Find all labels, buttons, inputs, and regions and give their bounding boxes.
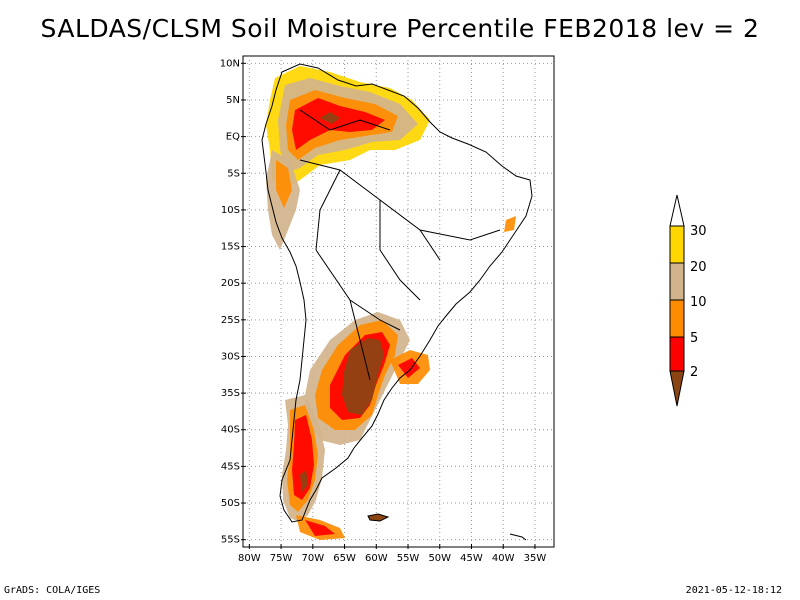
colorbar-label-10: 10 (690, 295, 707, 310)
colorbar-label-2: 2 (690, 365, 698, 380)
lat-tick-label: EQ (226, 132, 240, 143)
lat-tick-label: 40S (221, 425, 240, 436)
colorbar-label-30: 30 (690, 224, 707, 239)
south-america-coastline (261, 63, 533, 523)
lon-tick-label: 55W (397, 553, 420, 564)
colorbar-legend: 30 20 10 5 2 (669, 194, 707, 407)
shading-patch-red (292, 415, 314, 500)
colorbar-segment-2-5 (669, 336, 685, 372)
lat-tick-label: 25S (221, 315, 240, 326)
axis-labels: 10N 5N EQ 5S 10S 15S 20S 25S 30S 35S 40S 45S 50S 55S 8… (220, 58, 547, 564)
lon-tick-label: 50W (428, 553, 451, 564)
lat-tick-label: 10S (221, 205, 240, 216)
lat-tick-label: 5S (227, 168, 240, 179)
footer-timestamp: 2021-05-12-18:12 (685, 585, 782, 596)
lat-tick-label: 55S (221, 535, 240, 546)
lat-tick-label: 5N (226, 95, 240, 106)
footer-software-credit: GrADS: COLA/IGES (4, 585, 101, 596)
soil-moisture-shading (266, 66, 516, 540)
colorbar-label-20: 20 (690, 260, 707, 275)
colorbar-bottom-arrow (669, 370, 685, 407)
lat-tick-label: 35S (221, 388, 240, 399)
lon-tick-label: 60W (365, 553, 388, 564)
lat-tick-label: 10N (220, 58, 240, 69)
colorbar-top-arrow (669, 194, 685, 227)
shading-patch-red (292, 98, 385, 150)
lon-tick-label: 65W (333, 553, 356, 564)
shading-patch-orange (276, 160, 292, 208)
lat-tick-label: 30S (221, 351, 240, 362)
shading-patch-orange (504, 216, 516, 232)
lon-tick-label: 35W (524, 553, 547, 564)
border-lines (299, 109, 501, 381)
shading-patch-red (305, 520, 335, 536)
map-title: SALDAS/CLSM Soil Moisture Percentile FEB… (40, 14, 760, 43)
lon-tick-label: 80W (238, 553, 261, 564)
south-georgia (509, 533, 527, 541)
lon-tick-label: 40W (492, 553, 515, 564)
falkland-islands (367, 513, 390, 522)
colorbar-segment-10-20 (669, 262, 685, 301)
colorbar-segment-5-10 (669, 299, 685, 338)
continent-outline (261, 63, 533, 541)
lat-tick-label: 20S (221, 278, 240, 289)
map-frame (242, 55, 555, 548)
lat-tick-label: 50S (221, 498, 240, 509)
lat-tick-label: 45S (221, 461, 240, 472)
lon-tick-label: 45W (460, 553, 483, 564)
colorbar-segment-20-30 (669, 225, 685, 264)
colorbar-label-5: 5 (690, 331, 698, 346)
shading-patch-brown (342, 338, 384, 415)
lon-tick-label: 70W (302, 553, 325, 564)
lon-tick-label: 75W (270, 553, 293, 564)
lat-tick-label: 15S (221, 242, 240, 253)
shading-patch-brown (300, 470, 308, 492)
shading-patch-brown (320, 112, 340, 124)
